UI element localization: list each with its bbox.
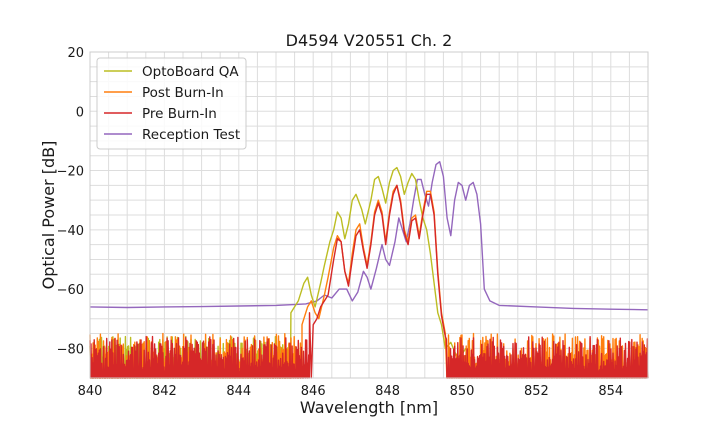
y-axis-label: Optical Power [dB] bbox=[39, 141, 58, 290]
series-line-pre-burn-in bbox=[89, 184, 649, 379]
x-tick-label: 840 bbox=[78, 384, 103, 399]
y-tick-label: −60 bbox=[57, 283, 84, 298]
legend-box bbox=[96, 57, 247, 150]
x-tick-label: 844 bbox=[226, 384, 251, 399]
x-tick-labels: 840 842 844 846 848 850 852 854 bbox=[78, 384, 624, 399]
y-tick-labels: 20 0 −20 −40 −60 −80 bbox=[57, 46, 84, 357]
plot-frame bbox=[89, 51, 649, 379]
legend-label-pre-burn-in: Pre Burn-In bbox=[142, 106, 217, 122]
legend-label-optoboard-qa: OptoBoard QA bbox=[142, 64, 239, 80]
x-tick-label: 846 bbox=[301, 384, 326, 399]
y-tick-label: 0 bbox=[76, 105, 84, 120]
y-tick-label: −20 bbox=[57, 165, 84, 180]
series-line-reception-test bbox=[89, 161, 649, 311]
x-tick-label: 854 bbox=[598, 384, 623, 399]
x-tick-label: 850 bbox=[450, 384, 475, 399]
y-tick-label: −40 bbox=[57, 224, 84, 239]
x-tick-label: 848 bbox=[375, 384, 400, 399]
chart-title: D4594 V20551 Ch. 2 bbox=[286, 31, 453, 50]
x-tick-label: 842 bbox=[152, 384, 177, 399]
x-axis-label: Wavelength [nm] bbox=[300, 398, 438, 417]
y-tick-label: −80 bbox=[57, 342, 84, 357]
y-tick-label: 20 bbox=[67, 46, 84, 61]
legend-label-post-burn-in: Post Burn-In bbox=[142, 85, 224, 101]
legend: OptoBoard QA Post Burn-In Pre Burn-In Re… bbox=[96, 57, 247, 150]
x-tick-label: 852 bbox=[524, 384, 549, 399]
series-layer bbox=[89, 161, 649, 379]
legend-label-reception-test: Reception Test bbox=[142, 127, 240, 143]
